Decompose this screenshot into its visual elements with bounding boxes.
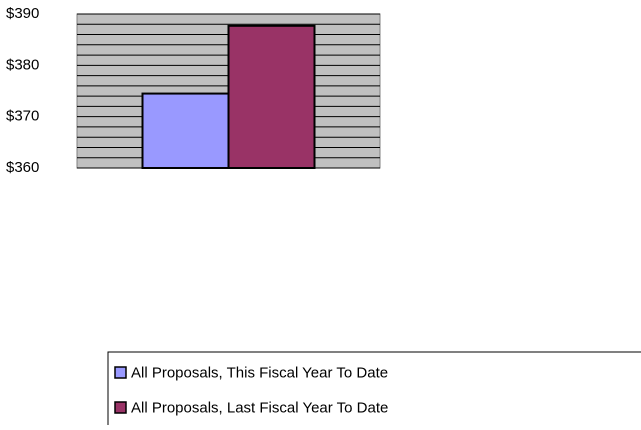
legend-label: All Proposals, This Fiscal Year To Date [131, 364, 388, 381]
y-tick-label: $360 [6, 159, 39, 176]
y-tick-label: $390 [6, 5, 39, 22]
legend-swatch [114, 401, 127, 414]
bar [141, 92, 230, 169]
y-tick-label: $370 [6, 108, 39, 125]
legend-swatch [114, 366, 127, 379]
bar [227, 24, 316, 169]
y-tick-label: $380 [6, 56, 39, 73]
legend-box [107, 351, 641, 425]
legend-label: All Proposals, Last Fiscal Year To Date [131, 399, 388, 416]
